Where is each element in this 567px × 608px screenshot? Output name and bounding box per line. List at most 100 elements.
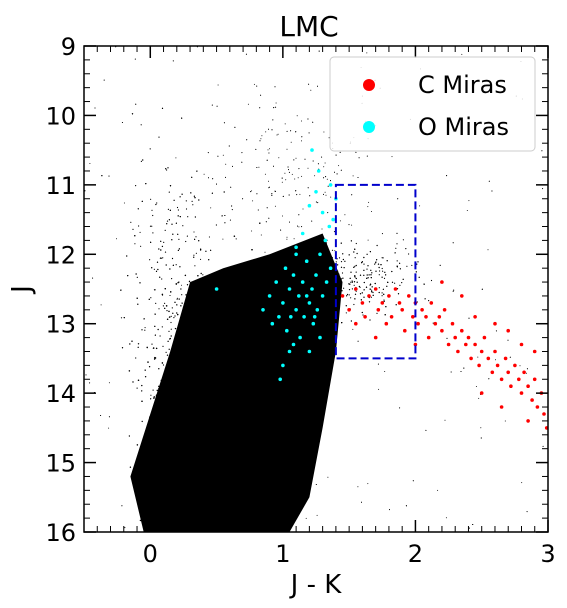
background-star xyxy=(212,324,214,327)
background-star xyxy=(211,301,213,303)
background-star xyxy=(173,317,175,319)
background-star xyxy=(367,483,369,485)
background-star xyxy=(323,193,324,195)
background-star xyxy=(231,466,234,468)
o-mira-point xyxy=(283,266,288,271)
background-star xyxy=(359,286,361,288)
background-star xyxy=(225,288,227,290)
background-star xyxy=(461,53,463,55)
background-star xyxy=(220,473,222,475)
background-star xyxy=(182,380,184,382)
background-star xyxy=(526,368,528,370)
background-star xyxy=(278,337,281,339)
background-star xyxy=(195,489,197,491)
background-star xyxy=(381,257,383,259)
background-star xyxy=(366,274,368,276)
background-star xyxy=(230,498,233,500)
background-star xyxy=(309,195,311,197)
c-mira-point xyxy=(482,335,487,340)
background-star xyxy=(280,381,282,383)
background-star xyxy=(141,489,143,491)
background-star xyxy=(264,343,266,345)
background-star xyxy=(295,326,297,328)
background-star xyxy=(170,291,172,293)
background-star xyxy=(192,400,194,403)
background-star xyxy=(207,296,209,298)
y-tick-label: 13 xyxy=(45,311,76,339)
background-star xyxy=(171,307,173,309)
background-star xyxy=(340,266,343,268)
background-star xyxy=(198,293,201,295)
c-mira-point xyxy=(389,315,394,319)
background-star xyxy=(319,278,322,280)
background-star xyxy=(319,285,321,287)
background-star xyxy=(217,84,219,86)
background-star xyxy=(256,300,259,302)
background-star xyxy=(321,228,323,230)
background-star xyxy=(217,371,219,373)
background-star xyxy=(210,513,213,515)
background-star xyxy=(213,435,215,438)
background-star xyxy=(231,501,233,503)
background-star xyxy=(357,340,359,342)
background-star xyxy=(239,368,242,370)
background-star xyxy=(278,157,280,159)
c-mira-point xyxy=(506,370,511,375)
background-star xyxy=(131,113,134,115)
background-star xyxy=(166,220,169,222)
background-star xyxy=(235,423,237,425)
background-star xyxy=(156,202,158,204)
background-star xyxy=(366,253,368,255)
background-star xyxy=(230,464,233,466)
background-star xyxy=(175,415,177,417)
background-star xyxy=(275,106,277,108)
background-star xyxy=(327,212,329,214)
background-star xyxy=(255,385,257,388)
background-star xyxy=(304,158,306,160)
c-mira-point xyxy=(456,349,460,354)
background-star xyxy=(184,314,187,316)
background-star xyxy=(194,397,196,399)
o-mira-point xyxy=(307,203,312,208)
background-star xyxy=(261,282,263,284)
background-star xyxy=(161,107,164,109)
c-mira-point xyxy=(513,363,517,368)
background-star xyxy=(312,275,314,277)
o-mira-point xyxy=(320,294,325,298)
background-star xyxy=(221,394,223,397)
background-star xyxy=(299,286,301,288)
background-star xyxy=(203,375,205,378)
background-star xyxy=(286,130,288,132)
background-star xyxy=(220,392,222,394)
background-star xyxy=(213,355,215,358)
background-star xyxy=(259,480,261,482)
background-star xyxy=(184,274,187,277)
background-star xyxy=(340,242,342,244)
background-star xyxy=(241,152,243,154)
background-star xyxy=(241,377,243,379)
background-star xyxy=(195,501,198,503)
background-star xyxy=(181,347,183,350)
background-star xyxy=(190,413,192,416)
background-star xyxy=(108,416,110,418)
background-star xyxy=(212,414,215,416)
background-star xyxy=(318,50,320,52)
background-star xyxy=(186,302,188,304)
background-star xyxy=(153,268,155,270)
background-star xyxy=(241,380,243,382)
background-star xyxy=(128,435,130,437)
background-star xyxy=(169,295,171,296)
background-star xyxy=(355,290,357,292)
background-star xyxy=(477,356,479,358)
background-star xyxy=(120,289,122,291)
background-star xyxy=(293,238,295,240)
background-star xyxy=(240,508,242,510)
background-star xyxy=(121,505,123,507)
background-star xyxy=(219,452,221,454)
background-star xyxy=(357,177,359,178)
background-star xyxy=(244,341,246,344)
background-star xyxy=(228,373,230,375)
o-mira-point xyxy=(300,231,305,236)
background-star xyxy=(150,241,152,243)
background-star xyxy=(256,266,259,268)
